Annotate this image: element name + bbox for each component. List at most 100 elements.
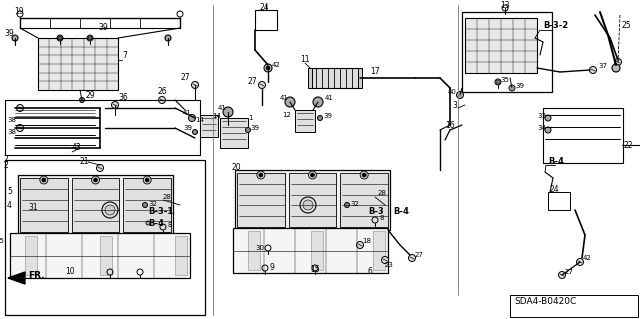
- Text: 14: 14: [212, 113, 221, 119]
- Text: 29: 29: [85, 91, 95, 100]
- Text: B-3-2: B-3-2: [543, 20, 568, 29]
- Text: 17: 17: [370, 68, 380, 77]
- Text: B-3-1: B-3-1: [148, 207, 173, 217]
- Text: 27: 27: [180, 73, 190, 83]
- Text: 27: 27: [415, 252, 424, 258]
- Text: 23: 23: [385, 262, 394, 268]
- Text: 15: 15: [310, 265, 319, 275]
- Text: 26: 26: [158, 87, 168, 97]
- Text: 4: 4: [7, 201, 12, 210]
- Circle shape: [456, 92, 463, 99]
- Text: 39: 39: [98, 24, 108, 33]
- Circle shape: [362, 173, 366, 177]
- Circle shape: [223, 107, 233, 117]
- Text: 37: 37: [598, 63, 607, 69]
- Text: 41: 41: [325, 95, 334, 101]
- Text: 42: 42: [583, 255, 592, 261]
- Bar: [465, 18, 537, 73]
- Text: 24: 24: [260, 4, 269, 12]
- Text: 40: 40: [448, 89, 457, 95]
- Circle shape: [257, 171, 265, 179]
- Text: 13: 13: [500, 1, 509, 10]
- Circle shape: [191, 81, 198, 88]
- Bar: [235, 170, 390, 230]
- Text: 12: 12: [282, 112, 291, 118]
- Bar: [340, 173, 388, 227]
- Bar: [233, 228, 388, 273]
- Circle shape: [17, 105, 24, 112]
- Bar: [72, 178, 119, 232]
- Circle shape: [545, 127, 551, 133]
- Text: 39: 39: [4, 29, 13, 39]
- Polygon shape: [8, 272, 25, 284]
- Bar: [462, 12, 552, 92]
- Text: 16: 16: [445, 121, 454, 130]
- Bar: [237, 173, 285, 227]
- Circle shape: [12, 35, 18, 41]
- Circle shape: [612, 64, 620, 72]
- Bar: [289, 173, 337, 227]
- Circle shape: [264, 64, 272, 72]
- Text: B-4: B-4: [148, 219, 164, 227]
- Text: 38: 38: [7, 129, 16, 135]
- Bar: [5, 100, 200, 155]
- Bar: [220, 118, 248, 148]
- Bar: [175, 236, 187, 275]
- Text: 39: 39: [250, 125, 259, 131]
- Circle shape: [344, 203, 349, 207]
- Text: 27: 27: [565, 269, 574, 275]
- Circle shape: [246, 128, 250, 132]
- Text: 41: 41: [183, 110, 192, 116]
- Text: 39: 39: [515, 83, 524, 89]
- Text: 38: 38: [7, 117, 16, 123]
- Text: 24: 24: [550, 186, 559, 195]
- Text: 21: 21: [80, 158, 90, 167]
- Bar: [373, 231, 385, 270]
- Bar: [510, 295, 638, 317]
- Circle shape: [42, 178, 46, 182]
- Text: 3: 3: [452, 101, 457, 110]
- Circle shape: [559, 271, 566, 278]
- Text: 27: 27: [248, 78, 258, 86]
- Circle shape: [193, 130, 198, 135]
- Bar: [548, 192, 570, 210]
- Circle shape: [111, 101, 118, 108]
- Text: SDA4-B0420C: SDA4-B0420C: [514, 298, 576, 307]
- Circle shape: [259, 173, 263, 177]
- Text: 2: 2: [4, 160, 9, 169]
- Text: 28: 28: [378, 190, 387, 196]
- Circle shape: [58, 36, 62, 40]
- Text: 8: 8: [168, 222, 173, 228]
- Bar: [20, 178, 68, 232]
- Circle shape: [317, 115, 323, 121]
- Circle shape: [303, 200, 313, 210]
- Circle shape: [496, 80, 500, 84]
- Text: 25: 25: [622, 20, 632, 29]
- Text: 22: 22: [624, 140, 634, 150]
- Text: 39: 39: [183, 125, 192, 131]
- Text: 31: 31: [28, 203, 38, 211]
- Text: 10: 10: [65, 268, 75, 277]
- Text: B-4: B-4: [393, 207, 409, 217]
- Circle shape: [143, 203, 147, 207]
- Bar: [248, 231, 260, 270]
- Bar: [255, 10, 277, 30]
- Circle shape: [40, 176, 48, 184]
- Circle shape: [614, 58, 621, 65]
- Circle shape: [266, 66, 270, 70]
- Text: B-3: B-3: [368, 207, 384, 217]
- Circle shape: [381, 256, 388, 263]
- Bar: [38, 38, 118, 90]
- Circle shape: [408, 255, 415, 262]
- Circle shape: [165, 35, 171, 41]
- Text: 2: 2: [4, 155, 9, 165]
- Circle shape: [93, 178, 97, 182]
- Text: 6: 6: [368, 268, 373, 277]
- Text: 5: 5: [7, 188, 12, 197]
- Text: 42: 42: [272, 62, 281, 68]
- Text: 15: 15: [0, 238, 4, 244]
- Text: 33: 33: [537, 113, 546, 119]
- Text: 36: 36: [118, 93, 128, 101]
- Circle shape: [105, 205, 115, 215]
- Circle shape: [356, 241, 364, 249]
